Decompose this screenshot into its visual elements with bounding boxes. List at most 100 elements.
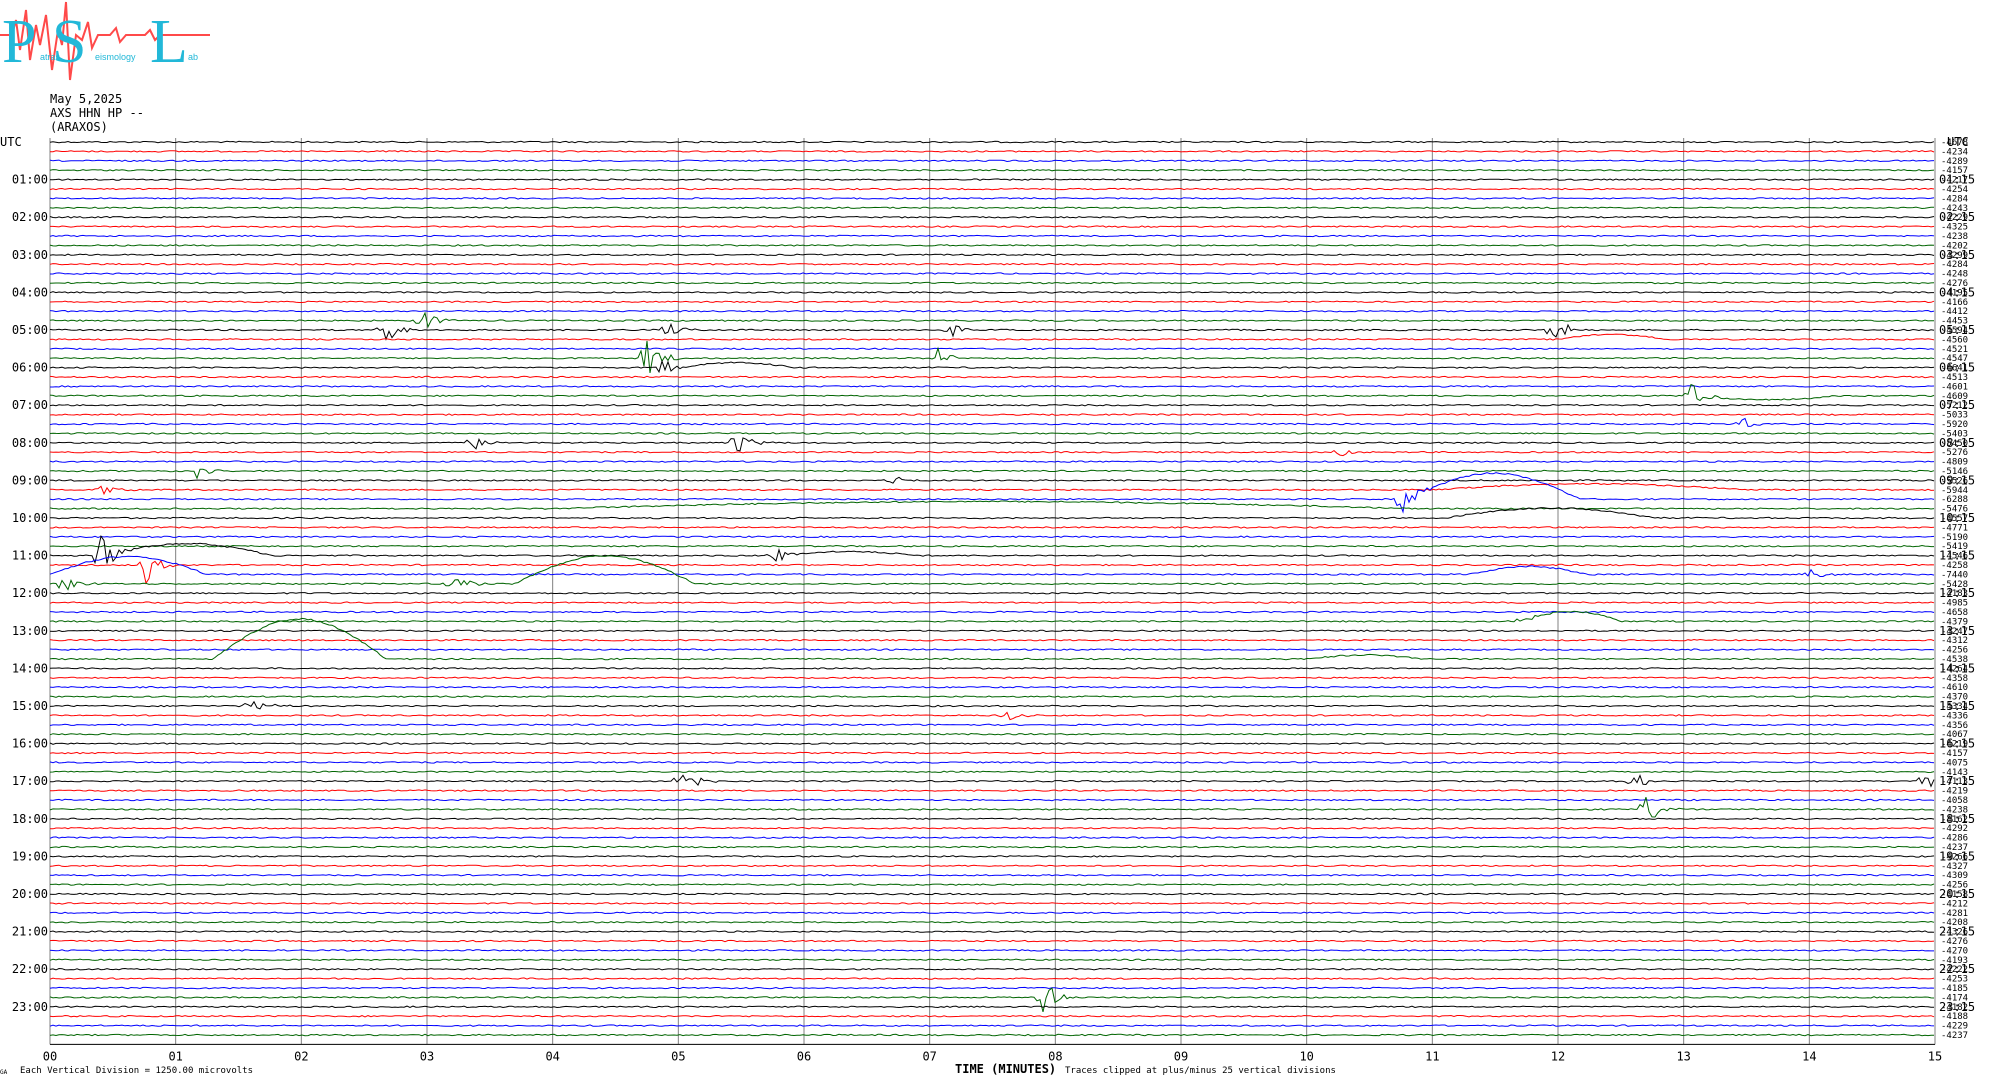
trace-mean-label: -4809 [1941, 458, 1968, 468]
seismic-trace [49, 291, 1934, 294]
seismic-trace [49, 375, 1935, 379]
seismic-trace [49, 559, 1935, 585]
trace-mean-label: -4610 [1941, 683, 1968, 693]
seismic-trace [49, 987, 1935, 1013]
seismic-trace [49, 197, 1935, 200]
trace-mean-label: -4538 [1941, 655, 1968, 665]
seismic-trace [50, 225, 1935, 228]
seismic-trace [49, 591, 1935, 595]
seismic-trace [49, 667, 1935, 670]
trace-mean-label: -4547 [1941, 354, 1968, 364]
left-hour-label: 23:00 [12, 1000, 48, 1014]
trace-mean-label: -4289 [1941, 157, 1968, 167]
left-hour-label: 09:00 [12, 473, 48, 487]
x-tick-label: 08 [1048, 1049, 1062, 1063]
header-date: May 5,2025 [50, 92, 123, 106]
right-hour-label: 01:15 [1939, 173, 1975, 187]
trace-mean-label: -4658 [1941, 608, 1968, 618]
seismic-trace [49, 685, 1935, 689]
trace-mean-label: -4513 [1941, 373, 1968, 383]
trace-mean-label: -5526 [1941, 476, 1968, 486]
right-hour-label: 22:15 [1939, 962, 1975, 976]
seismic-trace [49, 322, 1935, 341]
seismic-trace [49, 723, 1935, 727]
left-hour-label: 01:00 [12, 173, 48, 187]
left-hour-label: 17:00 [12, 774, 48, 788]
trace-mean-label: -4601 [1941, 382, 1968, 392]
footer-division-note: Each Vertical Division = 1250.00 microvo… [20, 1066, 253, 1076]
trace-mean-label: -4560 [1941, 335, 1968, 345]
trace-mean-label: -4336 [1941, 711, 1968, 721]
psl-logo: P S L atras eismology ab [0, 1, 210, 81]
trace-mean-label: -4058 [1941, 796, 1968, 806]
x-axis-title: TIME (MINUTES) [955, 1062, 1057, 1076]
trace-mean-label: -4254 [1941, 185, 1968, 195]
x-tick-label: 01 [168, 1049, 182, 1063]
left-hour-label: 04:00 [12, 285, 48, 299]
trace-mean-label: -5033 [1941, 411, 1968, 421]
seismic-trace [49, 902, 1935, 905]
seismic-trace [49, 610, 1935, 614]
seismic-trace [50, 385, 1935, 388]
right-hour-label: 06:15 [1939, 361, 1975, 375]
right-hour-label: 08:15 [1939, 436, 1975, 450]
logo-word-ab: ab [188, 52, 198, 62]
seismic-trace [49, 761, 1935, 764]
footer-corner-mark: GA [0, 1069, 8, 1076]
trace-mean-label: -4325 [1941, 223, 1968, 233]
left-hour-label: 07:00 [12, 398, 48, 412]
seismic-trace [49, 826, 1935, 830]
trace-mean-label: -4237 [1941, 1031, 1968, 1041]
trace-mean-label: -4270 [1941, 946, 1968, 956]
seismic-trace [49, 333, 1935, 341]
seismic-trace [49, 1014, 1935, 1018]
trace-mean-label: -4188 [1941, 1012, 1968, 1022]
trace-mean-label: -4219 [1941, 787, 1968, 797]
seismic-trace [49, 383, 1935, 402]
trace-mean-label: -4453 [1941, 317, 1968, 327]
right-hour-label: 04:15 [1939, 285, 1975, 299]
trace-mean-label: -5403 [1941, 429, 1968, 439]
seismic-trace [49, 864, 1935, 868]
trace-mean-label: -4166 [1941, 298, 1968, 308]
trace-mean-label: -4234 [1941, 147, 1968, 157]
trace-mean-label: -4143 [1941, 768, 1968, 778]
right-hour-label: 02:15 [1939, 210, 1975, 224]
seismic-trace [49, 676, 1935, 680]
trace-mean-label: -4202 [1941, 241, 1968, 251]
seismic-trace [49, 340, 1935, 373]
right-hour-label: 18:15 [1939, 812, 1975, 826]
seismic-trace [49, 629, 1935, 633]
seismic-trace [49, 711, 1935, 721]
trace-mean-label: -5450 [1941, 439, 1968, 449]
trace-mean-label: -4286 [1941, 834, 1968, 844]
seismic-trace [49, 742, 1935, 745]
seismic-trace [49, 1024, 1935, 1027]
trace-mean-label: -4412 [1941, 307, 1968, 317]
trace-mean-label: -4771 [1941, 523, 1968, 533]
left-hour-label: 19:00 [12, 849, 48, 863]
right-hour-label: 21:15 [1939, 925, 1975, 939]
seismic-trace [50, 507, 1935, 520]
left-hour-label: 21:00 [12, 925, 48, 939]
left-hour-label: 08:00 [12, 436, 48, 450]
seismic-trace [49, 770, 1935, 774]
trace-mean-label: -4312 [1941, 636, 1968, 646]
seismic-trace [49, 958, 1935, 962]
seismic-trace [49, 798, 1935, 802]
seismic-trace [50, 789, 1935, 792]
seismic-trace [49, 610, 1935, 623]
trace-mean-label: -5419 [1941, 542, 1968, 552]
seismic-trace [49, 617, 1935, 661]
trace-mean-label: -5146 [1941, 467, 1968, 477]
seismic-trace [49, 359, 1935, 374]
right-hour-label: 15:15 [1939, 699, 1975, 713]
logo-word-atras: atras [40, 52, 61, 62]
x-tick-label: 12 [1551, 1049, 1565, 1063]
seismic-trace [49, 535, 1935, 539]
left-hour-label: 13:00 [12, 624, 48, 638]
seismic-trace [49, 751, 1935, 755]
seismic-trace [49, 648, 1935, 651]
x-tick-label: 15 [1928, 1049, 1942, 1063]
